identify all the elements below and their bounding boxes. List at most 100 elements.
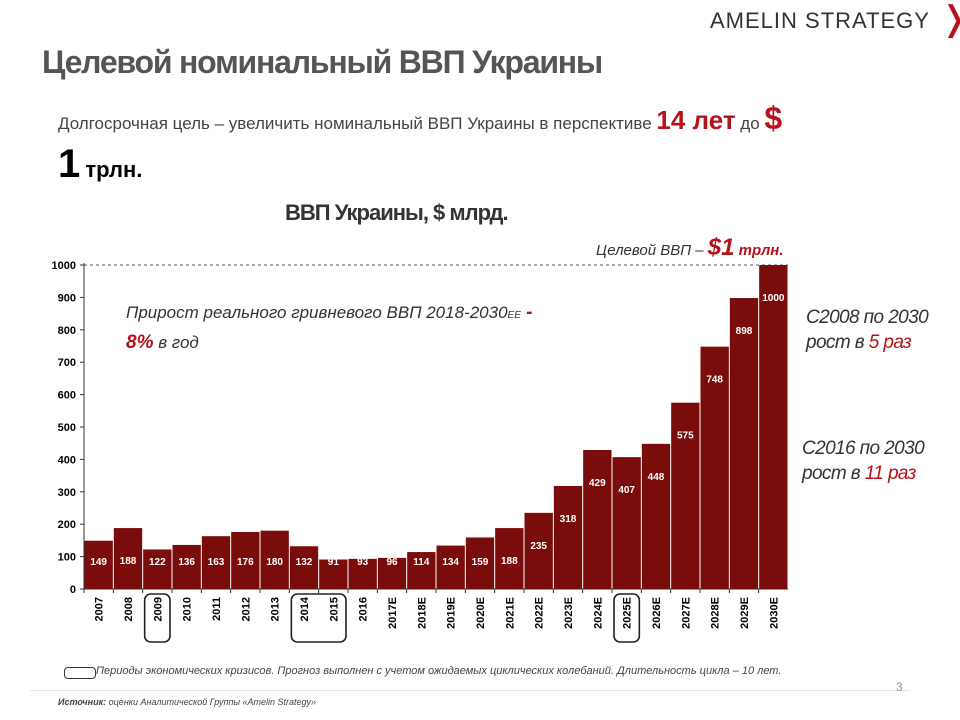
bar — [172, 544, 201, 589]
x-tick-label: 2017E — [387, 597, 399, 629]
brand-logo: AMELIN STRATEGY — [710, 8, 930, 33]
bar — [612, 457, 641, 589]
data-label: 429 — [589, 478, 606, 489]
brand-chevron-icon: ❭ — [940, 2, 960, 36]
goal-subtitle: Долгосрочная цель – увеличить номинальны… — [58, 100, 782, 137]
x-tick-label: 2012 — [240, 597, 252, 621]
bar — [700, 346, 729, 589]
bar — [289, 546, 319, 589]
goal-amount-unit: трлн. — [79, 157, 143, 182]
bar — [671, 402, 700, 589]
page-number: 3 — [896, 680, 903, 694]
y-tick-label: 400 — [58, 454, 76, 466]
bar — [495, 528, 524, 589]
data-label: 180 — [266, 557, 283, 568]
y-tick-label: 300 — [58, 487, 76, 499]
data-label: 93 — [357, 557, 369, 568]
bar — [465, 537, 495, 589]
y-tick-label: 100 — [58, 552, 76, 564]
data-label: 159 — [472, 557, 489, 568]
source-text: оценки Аналитической Группы «Amelin Stra… — [106, 697, 317, 707]
side-note-2008-suffix: раз — [878, 331, 912, 353]
data-label: 748 — [706, 375, 723, 386]
y-tick-label: 700 — [58, 357, 76, 369]
bar — [729, 298, 759, 589]
data-label: 91 — [328, 557, 340, 568]
side-note-2016-value: 11 — [864, 462, 884, 484]
crisis-legend-box — [64, 667, 96, 679]
crisis-period-box — [613, 593, 641, 643]
data-label: 96 — [386, 557, 398, 568]
x-tick-label: 2021E — [504, 597, 516, 629]
y-tick-label: 900 — [58, 292, 76, 304]
side-note-2016-text: С2016 по 2030 рост в — [802, 438, 925, 484]
data-label: 1000 — [762, 293, 785, 304]
x-tick-label: 2018E — [416, 597, 428, 629]
bar — [319, 559, 348, 589]
source-note: Источник: оценки Аналитической Группы «A… — [58, 697, 316, 707]
y-tick-label: 500 — [58, 422, 76, 434]
data-label: 448 — [648, 472, 665, 483]
goal-amount-value: 1 — [58, 142, 80, 186]
growth-note-value: 8% — [126, 332, 154, 354]
growth-note-text: Прирост реального гривневого ВВП 2018-20… — [126, 303, 508, 322]
bar — [553, 485, 583, 589]
bar — [84, 540, 113, 589]
data-label: 114 — [413, 557, 430, 568]
x-tick-label: 2008 — [123, 597, 135, 621]
x-tick-label: 2027E — [680, 597, 692, 629]
data-label: 575 — [677, 431, 694, 442]
bar — [201, 536, 231, 589]
data-label: 122 — [149, 557, 166, 568]
crisis-period-box — [143, 593, 171, 643]
x-tick-label: 2029E — [739, 597, 751, 629]
x-tick-label: 2011 — [211, 597, 223, 621]
y-tick-label: 0 — [70, 584, 76, 596]
x-tick-label: 2025E — [622, 597, 634, 629]
bar — [407, 552, 436, 589]
footnote: Периоды экономических кризисов. Прогноз … — [96, 665, 782, 677]
data-label: 318 — [560, 514, 577, 525]
growth-note-tail: в год — [153, 333, 199, 353]
bar — [641, 443, 671, 589]
bar — [143, 549, 172, 589]
data-label: 188 — [501, 556, 518, 567]
target-gdp-label: Целевой ВВП – $1 трлн. — [596, 234, 784, 262]
divider — [30, 690, 910, 691]
side-note-2016-suffix: раз — [883, 462, 916, 484]
bar — [583, 450, 612, 589]
growth-note-dash: - — [520, 302, 533, 323]
target-text: Целевой ВВП – — [596, 242, 708, 259]
data-label: 188 — [120, 556, 137, 567]
x-tick-label: 2019E — [446, 597, 458, 629]
side-note-2008-text: С2008 по 2030 рост в — [806, 307, 929, 353]
x-tick-label: 2028E — [710, 597, 722, 629]
data-label: 132 — [296, 557, 313, 568]
x-tick-label: 2007 — [94, 597, 106, 621]
x-tick-label: 2010 — [182, 597, 194, 621]
x-tick-label: 2020E — [475, 597, 487, 629]
x-tick-label: 2016 — [358, 597, 370, 621]
bar — [759, 265, 788, 589]
x-tick-label: 2015 — [328, 597, 340, 621]
data-label: 407 — [618, 485, 635, 496]
side-note-2008: С2008 по 2030 рост в 5 раз — [806, 306, 956, 355]
x-tick-label: 2024E — [592, 597, 604, 629]
crisis-period-box — [290, 593, 347, 643]
goal-years: 14 лет — [656, 105, 736, 135]
data-label: 898 — [736, 326, 753, 337]
y-tick-label: 800 — [58, 325, 76, 337]
data-label: 136 — [178, 557, 195, 568]
goal-to: до — [735, 114, 765, 133]
target-value: $1 — [707, 234, 735, 261]
bar — [231, 531, 260, 589]
bar — [524, 512, 553, 589]
bar — [348, 558, 377, 589]
y-tick-label: 1000 — [52, 260, 76, 272]
data-label: 149 — [90, 557, 107, 568]
goal-dollar: $ — [764, 100, 783, 136]
goal-text: Долгосрочная цель – увеличить номинальны… — [58, 114, 657, 133]
side-note-2016: С2016 по 2030 рост в 11 раз — [802, 437, 952, 486]
source-label: Источник: — [58, 697, 107, 707]
chart-title: ВВП Украины, $ млрд. — [285, 200, 509, 225]
